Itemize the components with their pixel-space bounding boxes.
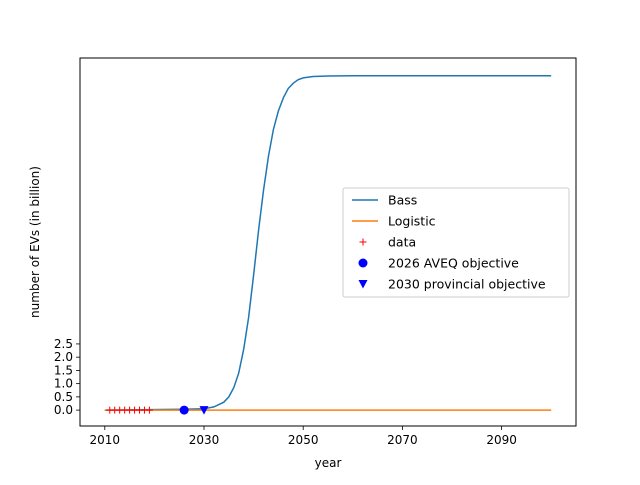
y-tick-label: 1.0 (54, 377, 73, 391)
legend-label: Bass (388, 193, 417, 208)
x-axis-ticks: 2010 2030 2050 2070 2090 (90, 426, 517, 447)
data-point (145, 406, 153, 414)
x-tick-label: 2070 (387, 433, 418, 447)
legend-label: 2030 provincial objective (388, 277, 546, 292)
x-axis-label: year (315, 456, 342, 470)
x-tick-label: 2050 (288, 433, 319, 447)
legend-box (342, 187, 570, 298)
legend-label: 2026 AVEQ objective (388, 256, 519, 271)
y-tick-label: 0.0 (54, 403, 73, 417)
legend-marker-swatch (359, 238, 367, 246)
x-tick-label: 2030 (189, 433, 220, 447)
legend-marker-swatch (358, 258, 368, 268)
y-axis-label: number of EVs (in billion) (28, 166, 42, 318)
data-point (179, 405, 189, 415)
x-tick-label: 2010 (90, 433, 121, 447)
legend: Bass Logistic data 2026 AVEQ objective 2030 … (342, 187, 570, 298)
legend-label: Logistic (388, 214, 436, 229)
data-point (199, 406, 209, 415)
legend-label: data (388, 235, 416, 250)
y-tick-label: 0.5 (54, 390, 73, 404)
y-axis-ticks: 0.00.51.01.52.02.5 (54, 337, 80, 417)
y-tick-label: 2.0 (54, 350, 73, 364)
x-tick-label: 2090 (486, 433, 517, 447)
series-line-bass (104, 74, 552, 411)
y-tick-label: 1.5 (54, 363, 73, 377)
series-layer (104, 74, 552, 415)
y-tick-label: 2.5 (54, 337, 73, 351)
legend-marker-swatch (358, 280, 368, 289)
